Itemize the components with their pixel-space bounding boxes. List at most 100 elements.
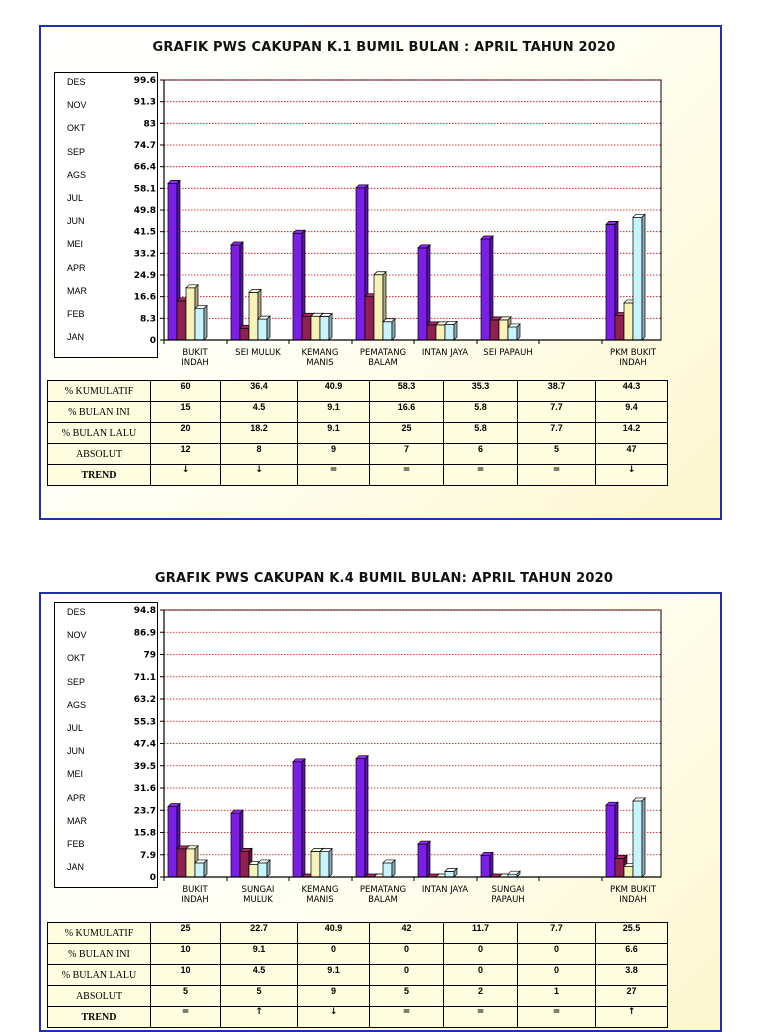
- legend-month: MAR: [67, 815, 87, 826]
- table-cell: 27: [595, 985, 668, 1007]
- y-tick-label: 16.6: [134, 293, 156, 303]
- row-label: % BULAN LALU: [47, 964, 151, 986]
- bar-absolut: [194, 859, 208, 878]
- y-tick-label: 71.1: [134, 673, 156, 683]
- table-cell: 0: [443, 964, 518, 986]
- bar-kumulatif: [292, 229, 306, 341]
- legend-month: JUL: [67, 723, 84, 733]
- y-tick-label: 24.9: [134, 271, 156, 281]
- k1-legend: DES NOV OKT SEP AGS JUL JUN MEI APR MAR FEB JAN: [54, 72, 158, 358]
- table-cell: 42: [369, 922, 444, 944]
- y-tick-label: 8.3: [140, 314, 156, 324]
- legend-month: JAN: [67, 332, 85, 343]
- table-cell: 1: [517, 985, 596, 1007]
- table-cell: 7.7: [517, 922, 596, 944]
- legend-month: MAR: [67, 285, 87, 296]
- bar-kumulatif: [417, 840, 431, 878]
- table-cell: 9.1: [297, 964, 370, 986]
- legend-month: NOV: [67, 100, 87, 111]
- table-cell: 10: [150, 943, 221, 965]
- y-tick-label: 39.5: [134, 762, 156, 772]
- x-category-label: INDAH: [619, 895, 646, 905]
- x-category-label: BALAM: [368, 358, 398, 368]
- table-cell: 0: [517, 943, 596, 965]
- y-tick-label: 41.5: [134, 228, 156, 238]
- table-cell: 5: [150, 985, 221, 1007]
- legend-month: MEI: [67, 769, 84, 780]
- table-cell: 0: [443, 943, 518, 965]
- bar-absolut: [382, 859, 396, 878]
- y-tick-label: 94.8: [134, 606, 156, 616]
- table-row: % KUMULATIF 60 36.4 40.9 58.3 35.3 38.7 44.3: [47, 380, 668, 402]
- legend-month: DES: [67, 607, 86, 617]
- k4-chart-title: GRAFIK PWS CAKUPAN K.4 BUMIL BULAN: APRI…: [154, 571, 614, 586]
- x-category-label: INDAH: [619, 358, 646, 368]
- k1-data-table: % KUMULATIF 60 36.4 40.9 58.3 35.3 38.7 44.3% B…: [47, 380, 668, 486]
- table-row: % BULAN INI 10 9.1 0 0 0 0 6.6: [47, 943, 668, 965]
- x-category-label: BALAM: [368, 895, 398, 905]
- table-cell: ↑: [220, 1006, 298, 1028]
- x-category-label: PAPAUH: [491, 895, 524, 905]
- y-tick-label: 86.9: [134, 628, 156, 638]
- legend-month: DES: [67, 77, 86, 87]
- table-cell: 25: [150, 922, 221, 944]
- table-cell: =: [517, 1006, 596, 1028]
- bar-kumulatif: [480, 851, 494, 878]
- x-category-label: PKM BUKIT: [610, 348, 657, 358]
- table-cell: 25.5: [595, 922, 668, 944]
- k4-legend: DES NOV OKT SEP AGS JUL JUN MEI APR MAR FEB JAN: [54, 602, 158, 888]
- legend-month: FEB: [67, 309, 85, 319]
- table-cell: 0: [369, 964, 444, 986]
- bar-absolut: [382, 317, 396, 341]
- bar-absolut: [444, 867, 458, 878]
- x-category-label: PEMATANG: [360, 348, 406, 358]
- legend-month: MEI: [67, 239, 84, 250]
- row-label: TREND: [47, 1006, 151, 1028]
- table-cell: 22.7: [220, 922, 298, 944]
- legend-month: SEP: [67, 676, 86, 687]
- y-tick-label: 0: [150, 873, 156, 883]
- table-row: ABSOLUT 5 5 9 5 2 1 27: [47, 985, 668, 1007]
- row-label: ABSOLUT: [47, 985, 151, 1007]
- x-category-label: INDAH: [181, 895, 208, 905]
- bar-kumulatif: [292, 757, 306, 878]
- x-category-label: INTAN JAYA: [422, 885, 468, 895]
- legend-month: OKT: [67, 653, 86, 664]
- x-category-label: KEMANG: [301, 348, 338, 358]
- table-cell: ↓: [297, 1006, 370, 1028]
- table-row: ABSOLUT 12 8 9 7 6 5 47: [47, 443, 668, 465]
- table-cell: =: [443, 1006, 518, 1028]
- table-cell: =: [369, 1006, 444, 1028]
- x-category-label: KEMANG: [301, 885, 338, 895]
- table-row: TREND = ↑ ↓ = = = ↑: [47, 1006, 668, 1028]
- table-cell: 0: [517, 964, 596, 986]
- y-tick-label: 74.7: [134, 141, 156, 151]
- y-tick-label: 79: [143, 651, 156, 661]
- row-label: % BULAN INI: [47, 943, 151, 965]
- table-cell: 9: [297, 985, 370, 1007]
- table-row: % BULAN LALU 10 4.5 9.1 0 0 0 3.8: [47, 964, 668, 986]
- table-cell: =: [150, 1006, 221, 1028]
- table-cell: 3.8: [595, 964, 668, 986]
- x-category-label: BUKIT: [182, 348, 208, 358]
- bar-absolut: [632, 797, 646, 878]
- x-category-label: SUNGAI: [492, 885, 525, 895]
- y-tick-label: 33.2: [134, 249, 156, 259]
- x-category-label: PEMATANG: [360, 885, 406, 895]
- x-category-label: PKM BUKIT: [610, 885, 657, 895]
- k1-plot: 0 8.3 16.6 24.9 33.2 41.5 49.8 58.1 66.4 74.7 83 91…: [134, 76, 662, 368]
- legend-month: NOV: [67, 630, 87, 641]
- y-tick-label: 7.9: [140, 851, 156, 861]
- table-cell: ↑: [595, 1006, 668, 1028]
- y-tick-label: 99.6: [134, 76, 156, 86]
- x-category-label: MANIS: [306, 895, 333, 905]
- x-category-label: SEI PAPAUH: [483, 348, 532, 358]
- table-cell: 0: [369, 943, 444, 965]
- legend-month: AGS: [67, 699, 87, 710]
- bar-kumulatif: [355, 754, 369, 878]
- x-category-label: SUNGAI: [242, 885, 275, 895]
- legend-month: AGS: [67, 169, 87, 180]
- y-tick-label: 83: [143, 119, 156, 129]
- bar-absolut: [507, 870, 521, 878]
